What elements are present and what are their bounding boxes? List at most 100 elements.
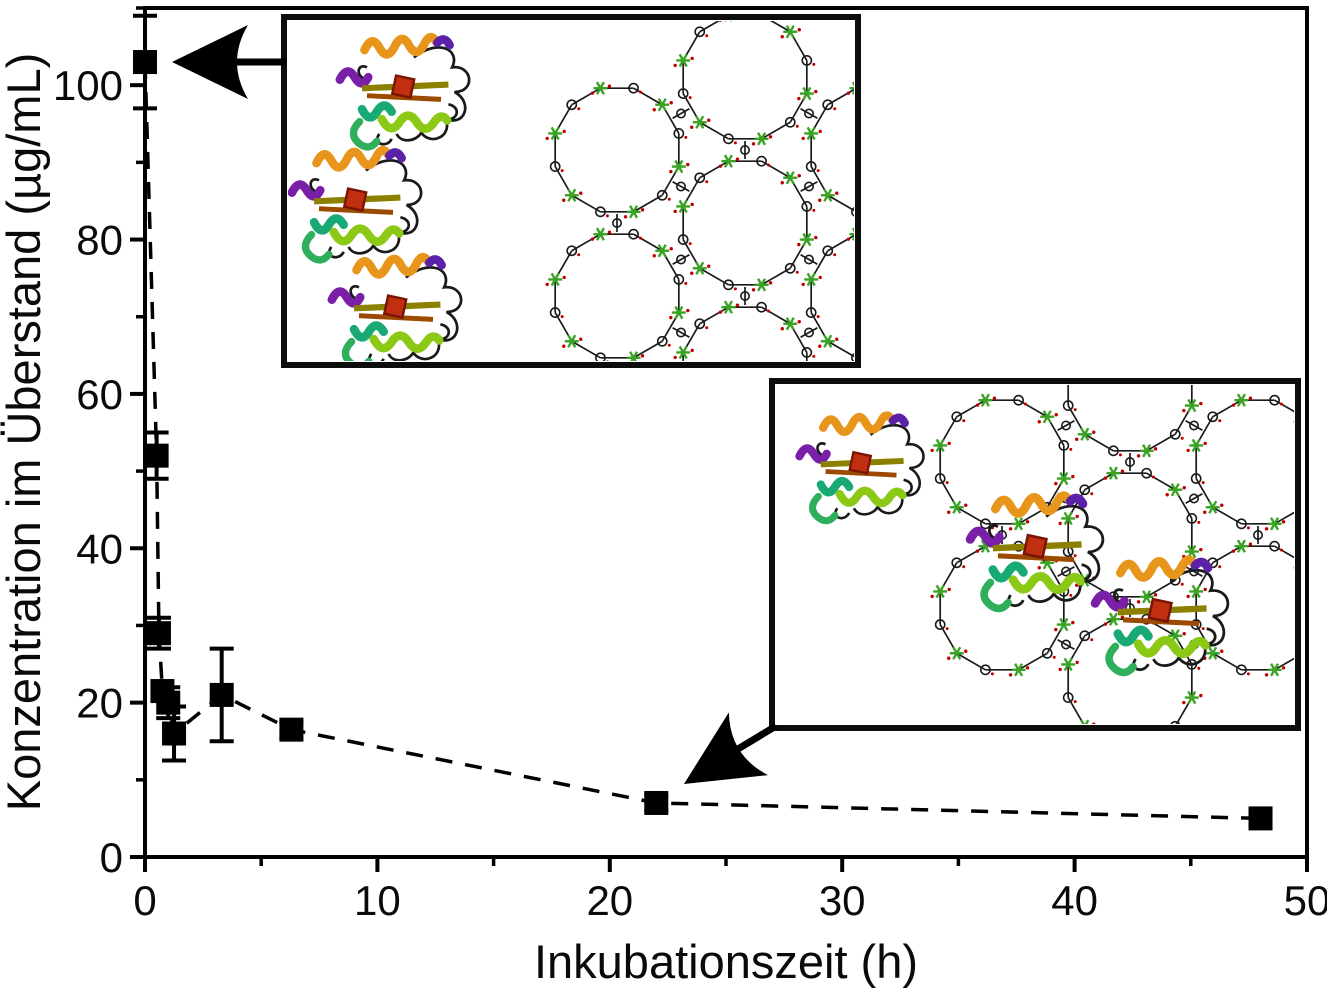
mof-oxygen-atom [818,344,822,348]
mof-oxygen-atom [924,344,927,347]
mof-metal-node [1238,543,1245,549]
mof-oxygen-atom [862,360,865,363]
mof-metal-node [759,428,764,433]
mof-oxygen-atom [1073,408,1077,412]
mof-metal-node [696,408,703,420]
mof-benzene-ring [1108,445,1119,457]
mof-oxygen-atom [673,209,677,214]
mof-metal-node [758,425,765,437]
mof-oxygen-atom [545,282,549,287]
mof-oxygen-atom [945,481,949,485]
mof-metal-node [1065,661,1071,668]
mof-linker [1018,399,1048,418]
mof-oxygen-atom [1280,548,1284,552]
mof-benzene-ring [1080,339,1089,348]
mof-linker [571,233,601,252]
mof-benzene-ring [724,426,733,435]
data-point-marker [133,50,157,75]
mof-oxygen-atom [690,418,693,421]
mof-oxygen-atom [1220,503,1224,507]
callout-arrow-downleft-icon [684,712,769,784]
mof-oxygen-atom [639,236,643,240]
mof-oxygen-atom [562,275,566,280]
mof-oxygen-atom [1037,566,1041,570]
mof-benzene-ring [1141,467,1152,479]
mof-oxygen-atom [780,181,784,185]
mof-benzene-ring [930,275,939,284]
mof-oxygen-atom [818,129,822,134]
mof-oxygen-atom [812,208,816,212]
mof-oxygen-atom [1281,666,1286,670]
mof-metal-node [1144,740,1149,745]
mof-linker [1146,433,1176,452]
mof-metal-node [931,307,938,319]
mof-oxygen-atom [895,91,898,94]
mof-metal-node [937,588,943,595]
mof-oxygen-atom [818,275,822,280]
mof-linker [1018,652,1048,671]
mof-oxygen-atom [926,247,929,250]
mof-metal-node [886,352,893,364]
mof-metal-node [676,163,682,170]
mof-metal-node [1110,321,1117,333]
mof-metal-node [1238,397,1245,403]
mof-linker [800,326,818,339]
mof-linker [827,194,854,212]
mof-metal-node [697,119,703,125]
mof-oxygen-atom [797,28,801,32]
mof-linker [571,87,601,106]
mof-oxygen-atom [1025,520,1030,524]
mof-oxygen-atom [690,271,694,275]
mof-oxygen-atom [607,84,612,88]
mof-benzene-ring [822,245,834,257]
plot-area: 0 10 20 30 40 50 0 20 40 60 80 100 [53,6,1327,924]
mof-oxygen-atom [1069,447,1073,451]
mof-oxygen-atom [1165,493,1169,497]
mof-benzene-ring [1125,456,1136,467]
mof-metal-node [954,504,960,510]
mof-benzene-ring [803,254,814,265]
mof-metal-node [886,206,893,218]
mof-oxygen-atom [669,247,673,251]
mof-metal-node [1316,619,1323,631]
mof-linker [1085,327,1114,344]
mof-oxygen-atom [667,343,671,347]
mof-metal-node [659,102,665,108]
mof-benzene-ring [694,172,706,184]
mof-metal-node [1143,448,1150,454]
mof-benzene-ring [1189,493,1200,504]
mof-oxygen-atom [707,264,711,268]
mof-linker [890,88,919,105]
mof-linker [1146,472,1176,491]
mof-benzene-ring [885,230,894,239]
mof-benzene-ring [1079,484,1091,496]
callout-arrow-bottom [684,712,778,784]
mof-benzene-ring [694,26,706,38]
mof-benzene-ring [723,279,734,291]
mof-oxygen-atom [768,135,773,139]
mof-oxygen-atom [1182,486,1186,490]
mof-benzene-ring [1190,473,1202,484]
mof-metal-node [597,231,604,237]
mof-benzene-ring [784,116,796,128]
mof-oxygen-atom [707,411,710,414]
mof-oxygen-atom [897,354,900,357]
mof-benzene-ring [656,335,668,347]
mof-oxygen-atom [1199,693,1203,698]
mof-linker [761,121,791,140]
mof-metal-node [1110,616,1117,622]
mof-linker [1057,638,1075,651]
mof-oxygen-atom [667,197,671,201]
mof-linker [571,340,601,359]
mof-benzene-ring [1170,720,1181,724]
mof-metal-node [1110,321,1117,333]
mof-oxygen-atom [1153,593,1158,597]
mof-oxygen-atom [1136,454,1141,458]
mof-oxygen-atom [1153,447,1158,451]
mof-benzene-ring [1269,394,1280,406]
mof-oxygen-atom [880,361,883,364]
mof-oxygen-atom [930,594,934,599]
mof-oxygen-atom [1073,700,1077,704]
mof-oxygen-atom [1075,369,1078,372]
mof-linker [672,253,690,266]
